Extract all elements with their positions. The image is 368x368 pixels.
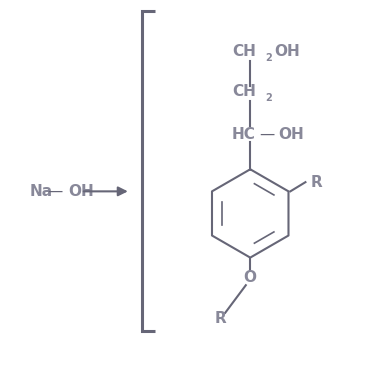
Text: 2: 2 — [265, 93, 272, 103]
Text: OH: OH — [68, 184, 94, 199]
Text: CH: CH — [232, 85, 256, 99]
Text: R: R — [215, 311, 227, 326]
Text: 2: 2 — [265, 53, 272, 63]
Text: HC: HC — [232, 127, 256, 142]
Text: —: — — [47, 184, 63, 199]
Text: Na: Na — [29, 184, 53, 199]
Text: O: O — [244, 270, 257, 285]
Text: OH: OH — [278, 127, 304, 142]
Text: CH: CH — [232, 44, 256, 59]
Text: —: — — [259, 127, 275, 142]
Text: R: R — [311, 175, 323, 190]
Text: OH: OH — [274, 44, 300, 59]
